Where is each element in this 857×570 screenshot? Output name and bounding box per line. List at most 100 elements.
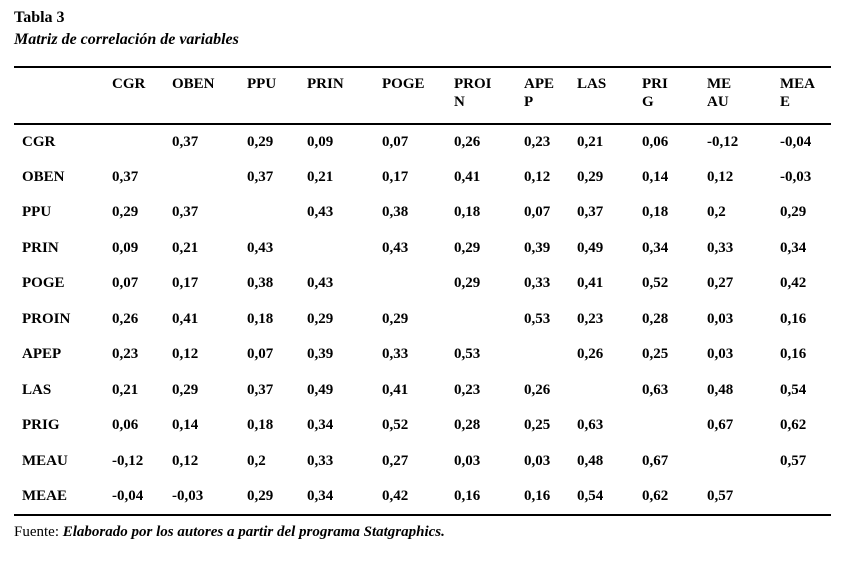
- correlation-cell: 0,18: [247, 310, 274, 327]
- corner-cell: [14, 67, 112, 125]
- correlation-cell: 0,18: [642, 204, 669, 221]
- correlation-cell: 0,26: [577, 346, 604, 363]
- correlation-cell: 0,67: [707, 417, 734, 434]
- correlation-cell: 0,14: [642, 168, 669, 185]
- correlation-cell: 0,48: [577, 452, 604, 469]
- correlation-cell: 0,21: [172, 239, 199, 256]
- correlation-cell: 0,37: [247, 168, 274, 185]
- correlation-cell: 0,34: [307, 487, 334, 504]
- correlation-cell: 0,37: [577, 204, 604, 221]
- correlation-cell: 0,39: [524, 239, 551, 256]
- correlation-cell: 0,38: [247, 275, 274, 292]
- correlation-cell: 0,06: [642, 133, 669, 150]
- correlation-cell: 0,26: [524, 381, 551, 398]
- correlation-cell: [112, 124, 172, 160]
- correlation-cell: [707, 444, 780, 480]
- correlation-cell: 0,39: [307, 346, 334, 363]
- correlation-cell: 0,16: [780, 346, 807, 363]
- correlation-cell: 0,29: [112, 204, 139, 221]
- correlation-cell: 0,41: [577, 275, 604, 292]
- matrix-header: CGR OBEN PPU PRIN POGE PROI N APE P LAS PRI G ME …: [14, 67, 831, 125]
- correlation-cell: 0,29: [382, 310, 409, 327]
- row-label: MEAE: [22, 487, 67, 504]
- column-header: PROI N: [454, 67, 524, 125]
- correlation-cell: 0,37: [247, 381, 274, 398]
- correlation-cell: 0,23: [112, 346, 139, 363]
- correlation-cell: 0,29: [307, 310, 334, 327]
- correlation-cell: 0,53: [524, 310, 551, 327]
- source-label: Fuente:: [14, 523, 59, 540]
- source-note: Fuente: Elaborado por los autores a part…: [14, 523, 845, 542]
- table-row: PROIN 0,26 0,41 0,18 0,29 0,29 0,53 0,23 0,28 0,0…: [14, 302, 831, 338]
- column-header: ME AU: [707, 67, 780, 125]
- correlation-cell: 0,25: [524, 417, 551, 434]
- correlation-cell: 0,33: [307, 452, 334, 469]
- correlation-cell: [577, 373, 642, 409]
- correlation-cell: 0,14: [172, 417, 199, 434]
- correlation-cell: 0,17: [382, 168, 409, 185]
- correlation-cell: 0,12: [524, 168, 551, 185]
- correlation-cell: 0,34: [307, 417, 334, 434]
- table-row: PPU 0,29 0,37 0,43 0,38 0,18 0,07 0,37 0,18 0,2 0,…: [14, 195, 831, 231]
- correlation-cell: [642, 408, 707, 444]
- correlation-cell: 0,2: [707, 204, 726, 221]
- correlation-cell: 0,34: [642, 239, 669, 256]
- correlation-cell: 0,34: [780, 239, 807, 256]
- column-header: PPU: [247, 67, 307, 125]
- matrix-body: CGR 0,37 0,29 0,09 0,07 0,26 0,23 0,21 0,06 -0,12…: [14, 124, 831, 515]
- column-header: PRIN: [307, 67, 382, 125]
- correlation-cell: 0,03: [707, 346, 734, 363]
- table-number-title: Tabla 3: [14, 9, 65, 26]
- table-row: PRIG 0,06 0,14 0,18 0,34 0,52 0,28 0,25 0,63 0,67…: [14, 408, 831, 444]
- correlation-cell: 0,23: [577, 310, 604, 327]
- correlation-cell: 0,23: [454, 381, 481, 398]
- row-label: PPU: [22, 204, 52, 221]
- correlation-cell: 0,29: [247, 487, 274, 504]
- correlation-cell: 0,62: [642, 487, 669, 504]
- table-caption: Matriz de correlación de variables: [14, 31, 239, 48]
- correlation-cell: 0,57: [707, 487, 734, 504]
- correlation-cell: 0,57: [780, 452, 807, 469]
- column-header: CGR: [112, 67, 172, 125]
- correlation-cell: [172, 160, 247, 196]
- correlation-cell: -0,03: [172, 487, 204, 504]
- column-header: PRI G: [642, 67, 707, 125]
- matrix-head-row: CGR OBEN PPU PRIN POGE PROI N APE P LAS PRI G ME …: [14, 67, 831, 125]
- correlation-cell: 0,63: [642, 381, 669, 398]
- correlation-cell: 0,12: [172, 346, 199, 363]
- correlation-cell: 0,43: [307, 275, 334, 292]
- correlation-cell: -0,12: [707, 133, 739, 150]
- correlation-cell: 0,21: [577, 133, 604, 150]
- correlation-cell: 0,28: [642, 310, 669, 327]
- correlation-cell: 0,43: [247, 239, 274, 256]
- correlation-cell: 0,21: [112, 381, 139, 398]
- correlation-cell: 0,33: [707, 239, 734, 256]
- correlation-cell: 0,29: [454, 239, 481, 256]
- correlation-cell: 0,16: [524, 487, 551, 504]
- correlation-cell: 0,17: [172, 275, 199, 292]
- correlation-cell: 0,07: [247, 346, 274, 363]
- correlation-cell: 0,18: [247, 417, 274, 434]
- correlation-cell: 0,42: [382, 487, 409, 504]
- column-header: LAS: [577, 67, 642, 125]
- column-header: POGE: [382, 67, 454, 125]
- table-row: POGE 0,07 0,17 0,38 0,43 0,29 0,33 0,41 0,52 0,27…: [14, 266, 831, 302]
- correlation-cell: [382, 266, 454, 302]
- correlation-cell: 0,29: [454, 275, 481, 292]
- correlation-cell: 0,12: [172, 452, 199, 469]
- row-label: PRIN: [22, 239, 59, 256]
- column-header: OBEN: [172, 67, 247, 125]
- row-label: PROIN: [22, 310, 71, 327]
- correlation-cell: 0,37: [112, 168, 139, 185]
- correlation-cell: 0,27: [382, 452, 409, 469]
- correlation-cell: 0,38: [382, 204, 409, 221]
- correlation-cell: 0,09: [112, 239, 139, 256]
- correlation-cell: [307, 231, 382, 267]
- correlation-cell: 0,16: [454, 487, 481, 504]
- row-label: CGR: [22, 133, 56, 150]
- correlation-cell: 0,54: [780, 381, 807, 398]
- source-text: Elaborado por los autores a partir del p…: [62, 523, 445, 540]
- correlation-cell: -0,04: [112, 487, 144, 504]
- correlation-cell: 0,27: [707, 275, 734, 292]
- correlation-cell: 0,16: [780, 310, 807, 327]
